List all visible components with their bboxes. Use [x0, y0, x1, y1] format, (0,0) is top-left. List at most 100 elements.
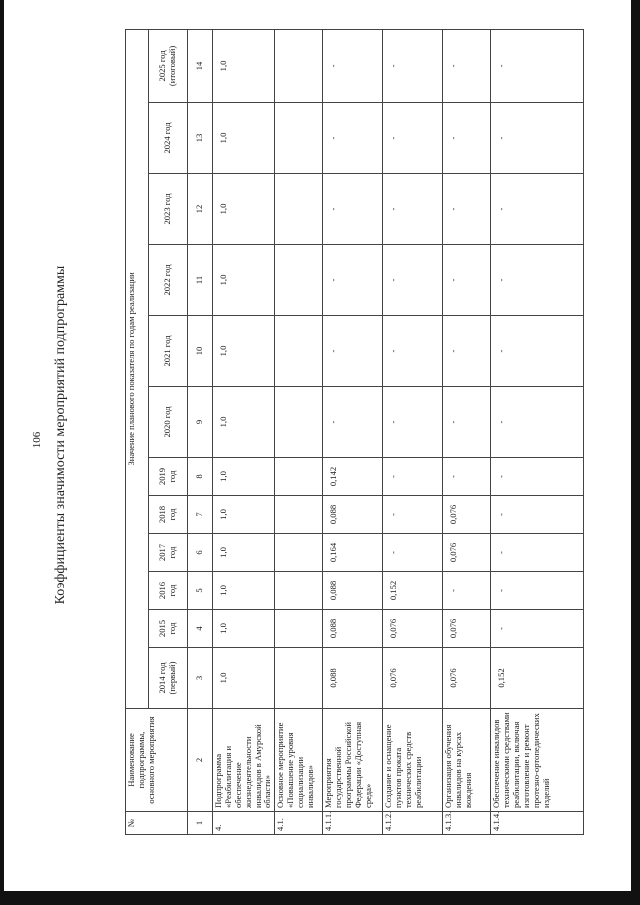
row-value: 0,076	[442, 609, 491, 648]
row-value: -	[322, 102, 383, 174]
row-number: 4.	[212, 811, 275, 835]
row-value: -	[382, 533, 443, 572]
row-value: 1,0	[212, 533, 275, 572]
row-value: 0,088	[322, 647, 383, 709]
row-value: -	[442, 386, 491, 458]
header-group: Значение планового показателя по годам р…	[125, 29, 149, 709]
page-title: Коэффициенты значимости мероприятий подп…	[53, 265, 68, 605]
row-value: 1,0	[212, 102, 275, 174]
row-value: 0,088	[322, 571, 383, 610]
column-index: 11	[187, 244, 213, 316]
row-name: Подпрограмма «Реабилитация и обеспечение…	[212, 708, 275, 812]
row-value: -	[490, 315, 584, 387]
row-value: -	[442, 29, 491, 103]
column-index: 7	[187, 495, 213, 534]
row-value: 1,0	[212, 647, 275, 709]
row-value: -	[490, 533, 584, 572]
header-year: 2017 год	[148, 533, 188, 572]
row-name: Мероприятия государственной программы Ро…	[322, 708, 383, 812]
row-value: -	[490, 571, 584, 610]
row-value: 1,0	[212, 457, 275, 496]
column-index: 9	[187, 386, 213, 458]
row-value: -	[382, 315, 443, 387]
row-value: 0,076	[442, 495, 491, 534]
header-year: 2025 год (итоговый)	[148, 29, 188, 103]
row-value: -	[442, 571, 491, 610]
scan-edge	[0, 891, 640, 905]
row-value: -	[382, 457, 443, 496]
coefficients-table: № Наименование подпрограммы, основного ме…	[125, 29, 584, 835]
header-year: 2019 год	[148, 457, 188, 496]
row-value: 1,0	[212, 315, 275, 387]
row-value: 0,076	[442, 647, 491, 709]
row-value: -	[382, 102, 443, 174]
row-number: 4.1.4.	[490, 811, 584, 835]
table-row: 4.1.4. Обеспечение инвалидов техническими…	[490, 29, 584, 835]
row-value: 1,0	[212, 609, 275, 648]
column-index: 1	[187, 811, 213, 835]
scan-edge	[0, 0, 4, 905]
row-name: Обеспечение инвалидов техническими средс…	[490, 708, 584, 812]
row-value: 1,0	[212, 29, 275, 103]
header-year: 2016 год	[148, 571, 188, 610]
row-value: 1,0	[212, 173, 275, 245]
row-value: -	[382, 29, 443, 103]
row-value: -	[442, 244, 491, 316]
column-index: 12	[187, 173, 213, 245]
header-no: №	[125, 811, 188, 835]
row-value: 0,152	[490, 647, 584, 709]
row-value	[274, 457, 323, 496]
table-row: 4.1.3. Организация обучения инвалидов на …	[442, 29, 491, 835]
row-value: -	[322, 29, 383, 103]
row-value: 1,0	[212, 571, 275, 610]
row-value	[274, 315, 323, 387]
column-index: 6	[187, 533, 213, 572]
scan-edge	[631, 0, 640, 905]
row-value: -	[382, 244, 443, 316]
row-value	[274, 386, 323, 458]
header-name: Наименование подпрограммы, основного мер…	[125, 708, 188, 812]
row-value	[274, 571, 323, 610]
row-value: -	[490, 457, 584, 496]
row-value: -	[490, 495, 584, 534]
row-value: 0,088	[322, 609, 383, 648]
row-value	[274, 495, 323, 534]
row-value: -	[322, 244, 383, 316]
column-index: 14	[187, 29, 213, 103]
row-value: -	[490, 29, 584, 103]
row-value: 1,0	[212, 244, 275, 316]
row-value	[274, 647, 323, 709]
header-year: 2014 год (первый)	[148, 647, 188, 709]
row-value: -	[490, 102, 584, 174]
row-value: -	[382, 173, 443, 245]
row-value: 0,164	[322, 533, 383, 572]
column-index-row: 1 2 3 4 5 6 7 8 9 10 11 12 13 14	[187, 29, 213, 835]
column-index: 4	[187, 609, 213, 648]
row-number: 4.1.2.	[382, 811, 443, 835]
header-row: № Наименование подпрограммы, основного ме…	[125, 29, 188, 835]
row-value: 0,076	[382, 609, 443, 648]
row-value: 0,076	[382, 647, 443, 709]
row-value	[274, 244, 323, 316]
row-name: Основное мероприятие «Повышение уровня с…	[274, 708, 323, 812]
row-value	[274, 102, 323, 174]
header-year: 2020 год	[148, 386, 188, 458]
row-value: -	[442, 102, 491, 174]
row-value: 0,088	[322, 495, 383, 534]
page-number: 106	[31, 431, 43, 449]
column-index: 13	[187, 102, 213, 174]
row-value: -	[382, 386, 443, 458]
column-index: 2	[187, 708, 213, 812]
row-value: 0,152	[382, 571, 443, 610]
column-index: 10	[187, 315, 213, 387]
row-number: 4.1.	[274, 811, 323, 835]
header-year: 2018 год	[148, 495, 188, 534]
row-value	[274, 609, 323, 648]
table-row: 4.1.1. Мероприятия государственной програ…	[322, 29, 383, 835]
header-year: 2015 год	[148, 609, 188, 648]
column-index: 5	[187, 571, 213, 610]
row-value	[274, 173, 323, 245]
row-value: -	[490, 173, 584, 245]
row-value: -	[442, 173, 491, 245]
